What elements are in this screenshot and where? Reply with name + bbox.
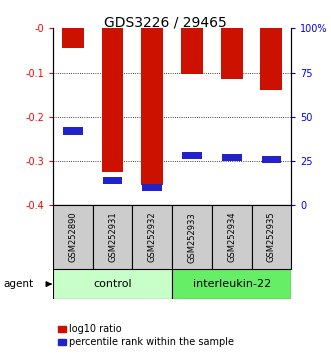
Text: GDS3226 / 29465: GDS3226 / 29465 [104, 16, 227, 30]
FancyBboxPatch shape [252, 205, 291, 269]
Text: interleukin-22: interleukin-22 [193, 279, 271, 289]
Text: GSM252931: GSM252931 [108, 212, 117, 263]
Bar [102, 28, 123, 172]
Text: GSM252932: GSM252932 [148, 212, 157, 263]
Bar [141, 28, 163, 185]
Bar [221, 28, 243, 79]
Bar [142, 184, 162, 191]
Text: GSM252890: GSM252890 [68, 212, 77, 263]
Bar [63, 127, 83, 135]
FancyBboxPatch shape [172, 205, 212, 269]
Bar [103, 177, 122, 184]
Bar [182, 152, 202, 159]
Bar [260, 28, 282, 90]
Text: control: control [93, 279, 132, 289]
Bar [261, 156, 281, 163]
Legend: log10 ratio, percentile rank within the sample: log10 ratio, percentile rank within the … [58, 325, 234, 347]
FancyBboxPatch shape [212, 205, 252, 269]
FancyBboxPatch shape [53, 269, 172, 299]
Text: GSM252934: GSM252934 [227, 212, 236, 263]
FancyBboxPatch shape [53, 205, 93, 269]
Bar [222, 154, 242, 161]
FancyBboxPatch shape [93, 205, 132, 269]
Text: agent: agent [3, 279, 33, 289]
FancyBboxPatch shape [132, 205, 172, 269]
Bar [181, 28, 203, 74]
Text: GSM252935: GSM252935 [267, 212, 276, 263]
Text: GSM252933: GSM252933 [187, 212, 197, 263]
Bar [62, 28, 84, 48]
FancyBboxPatch shape [172, 269, 291, 299]
